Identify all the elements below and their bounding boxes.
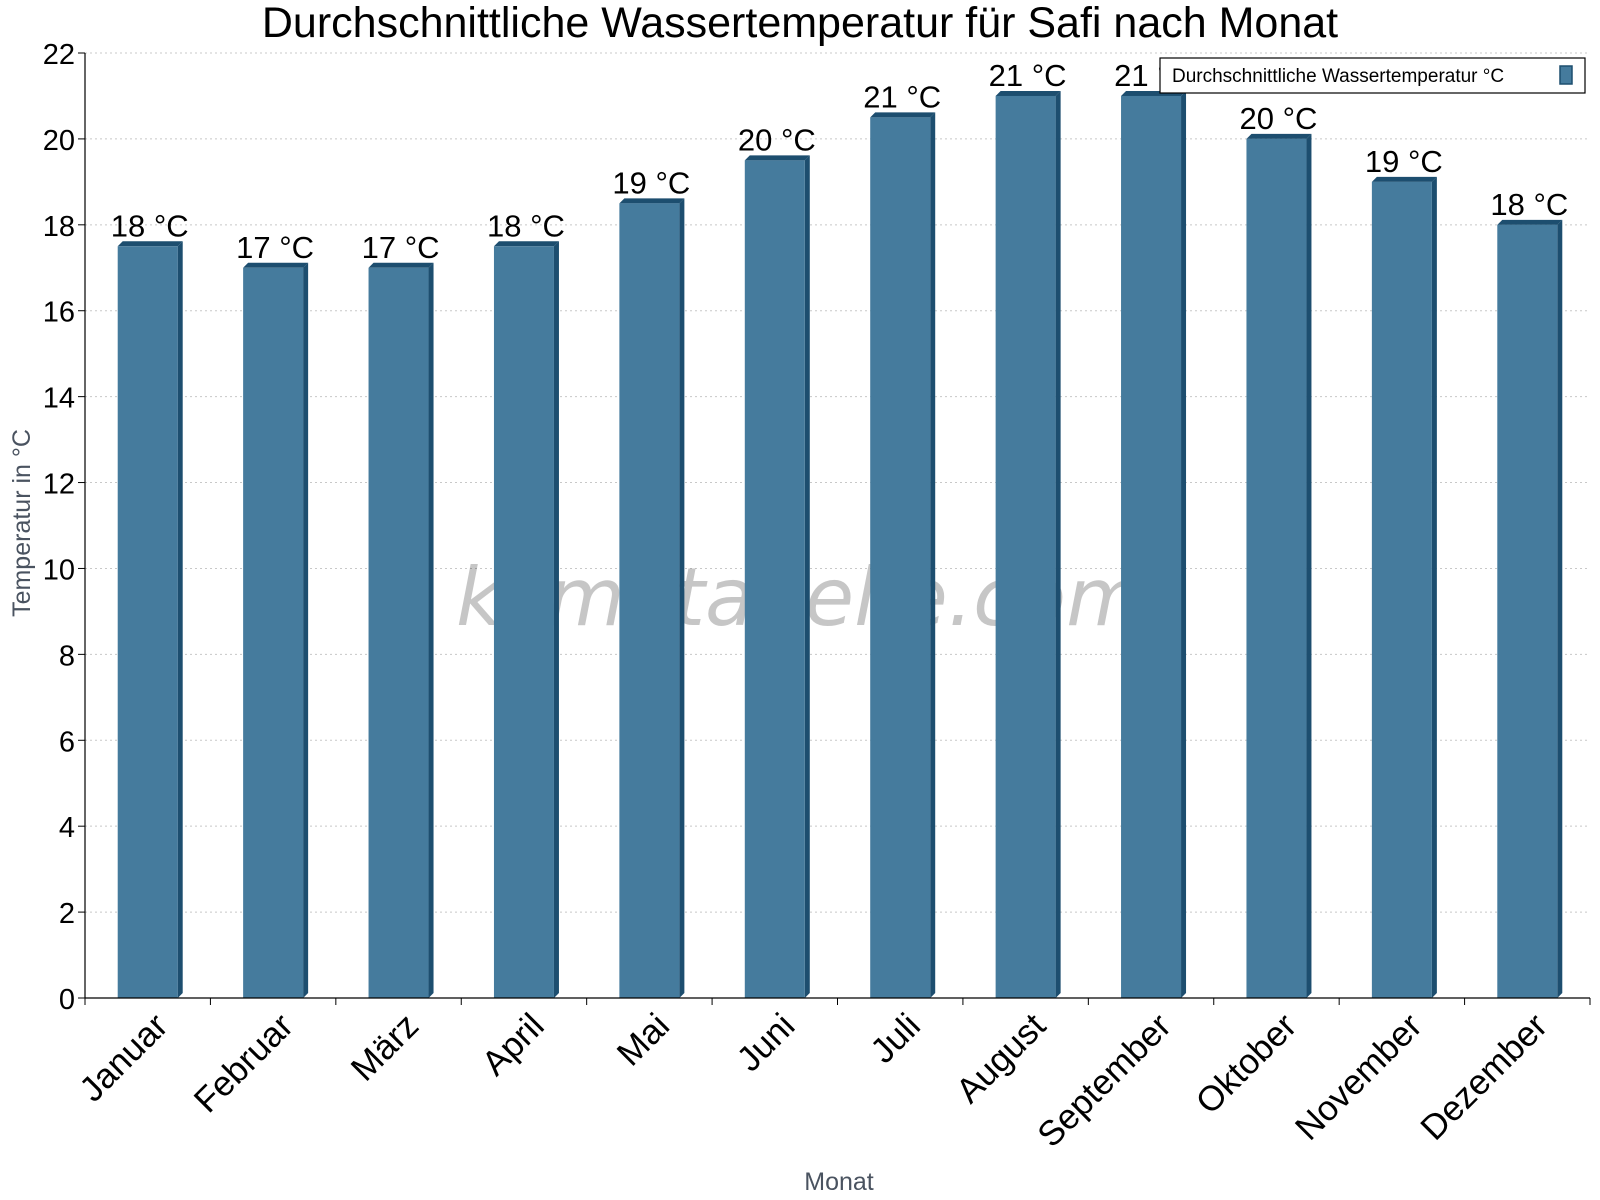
bar-face <box>243 267 304 999</box>
bar-face <box>1246 138 1307 999</box>
bar-face <box>117 246 178 998</box>
x-tick-label: November <box>1288 1006 1430 1148</box>
grid-lines <box>85 52 1590 913</box>
data-labels: 18 °C 17 °C 17 °C 18 °C 19 °C 20 °C 21 °C 21 °C… <box>111 58 1568 265</box>
bar-top <box>117 241 183 247</box>
data-label: 17 °C <box>362 230 440 265</box>
bar-side <box>1557 219 1563 998</box>
y-axis-label: Temperatur in °C <box>8 429 36 617</box>
bar-face <box>995 95 1056 999</box>
bar-februar <box>243 262 309 999</box>
bar-side <box>1431 176 1437 998</box>
bar-top <box>995 90 1061 96</box>
bar-august <box>995 90 1061 999</box>
axes <box>78 52 1591 1005</box>
bars <box>117 90 1563 999</box>
bar-top <box>1246 133 1312 139</box>
data-label: 18 °C <box>1490 187 1568 222</box>
bar-top <box>1371 176 1437 182</box>
bar-november <box>1371 176 1437 998</box>
x-tick-labels: Januar Februar März April Mai Juni Juli AugustS… <box>72 1006 1555 1155</box>
bar-face <box>368 267 429 999</box>
bar-face <box>1497 224 1558 998</box>
data-label: 17 °C <box>236 230 314 265</box>
bar-top <box>368 262 434 268</box>
bar-side <box>930 112 936 998</box>
y-tick-label: 14 <box>43 383 75 415</box>
bar-side <box>679 198 685 998</box>
x-tick-label: Juni <box>729 1006 802 1079</box>
bar-face <box>1121 95 1182 999</box>
bar-januar <box>117 241 183 998</box>
x-tick-label: Juli <box>863 1006 928 1071</box>
y-tick-label: 8 <box>59 640 75 672</box>
bar-mai <box>619 198 685 998</box>
y-tick-label: 0 <box>59 984 75 1016</box>
data-label: 19 °C <box>1365 144 1443 179</box>
bar-april <box>493 241 559 998</box>
bar-face <box>870 117 931 998</box>
x-tick-label: Februar <box>187 1006 301 1120</box>
y-tick-label: 20 <box>43 125 75 157</box>
data-label: 20 °C <box>738 122 816 157</box>
x-tick-label: März <box>344 1006 427 1089</box>
bar-face <box>619 203 680 998</box>
legend-box <box>1159 57 1586 94</box>
data-label: 21 °C <box>989 58 1067 93</box>
bar-side <box>303 262 309 999</box>
x-tick-label: Januar <box>72 1006 175 1109</box>
legend-label: Durchschnittliche Wassertemperatur °C <box>1172 66 1504 87</box>
bar-side <box>1181 90 1187 999</box>
y-tick-label: 4 <box>59 812 75 844</box>
chart-title: Durchschnittliche Wassertemperatur für S… <box>262 0 1338 47</box>
data-label: 21 °C <box>863 79 941 114</box>
bar-top <box>744 155 810 161</box>
y-tick-label: 10 <box>43 554 75 586</box>
bar-side <box>428 262 434 999</box>
data-label: 18 °C <box>111 208 189 243</box>
x-tick-label: April <box>475 1006 552 1083</box>
bar-top <box>870 112 936 118</box>
x-axis-label: Monat <box>804 1168 874 1196</box>
bar-dezember <box>1497 219 1563 998</box>
bar-side <box>1306 133 1312 999</box>
bar-top <box>493 241 559 247</box>
x-tick-label: Dezember <box>1413 1006 1555 1148</box>
bar-side <box>804 155 810 999</box>
bar-juli <box>870 112 936 998</box>
y-tick-label: 16 <box>43 297 75 329</box>
bar-face <box>744 160 805 999</box>
bar-side <box>1055 90 1061 999</box>
bar-face <box>1371 181 1432 998</box>
y-tick-label: 12 <box>43 469 75 501</box>
x-tick-label: Mai <box>610 1006 677 1073</box>
x-tick-label: August <box>949 1006 1054 1111</box>
x-tick-label: Oktober <box>1189 1006 1305 1122</box>
bar-top <box>1497 219 1563 225</box>
bar-top <box>243 262 309 268</box>
bar-top <box>619 198 685 204</box>
bar-side <box>177 241 183 998</box>
y-tick-label: 6 <box>59 726 75 758</box>
bar-side <box>553 241 559 998</box>
bar-märz <box>368 262 434 999</box>
x-tick-label: September <box>1030 1006 1179 1155</box>
y-tick-labels: 0 2 4 6 8 10 12 14 16 18 20 22 <box>43 39 75 1016</box>
data-label: 19 °C <box>612 165 690 200</box>
y-tick-label: 18 <box>43 211 75 243</box>
bar-face <box>493 246 554 998</box>
legend: Durchschnittliche Wassertemperatur °C <box>1159 57 1586 94</box>
data-label: 18 °C <box>487 208 565 243</box>
bar-oktober <box>1246 133 1312 999</box>
y-tick-label: 22 <box>43 39 75 71</box>
data-label: 20 °C <box>1240 101 1318 136</box>
y-tick-label: 2 <box>59 898 75 930</box>
bar-juni <box>744 155 810 999</box>
bar-september <box>1121 90 1187 999</box>
legend-swatch <box>1559 65 1573 85</box>
